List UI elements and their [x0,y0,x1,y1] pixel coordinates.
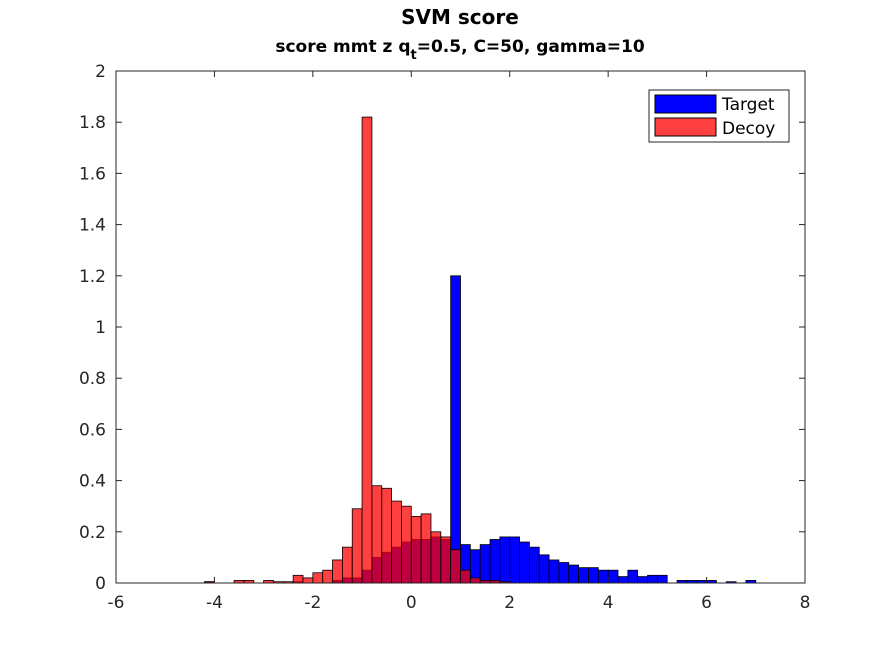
bar-target [519,541,530,584]
legend-label-target: Target [721,95,775,115]
bar-target [509,536,520,584]
bar-target [637,576,648,584]
bar-target [479,544,491,584]
bar-target [588,567,599,584]
bar-decoy [312,572,324,584]
bar-decoy [410,516,422,584]
bar-target [548,559,560,584]
bar-decoy [341,546,353,584]
chart-subtitle-suffix: =0.5, C=50, gamma=10 [417,37,645,57]
y-tick-label: 1.2 [79,267,106,287]
x-tick-label: 4 [603,593,614,613]
legend-swatch-target [654,94,717,114]
bar-target [450,275,461,584]
y-tick-label: 0.2 [79,523,106,543]
bar-target [568,564,580,584]
chart-subtitle: score mmt z qt=0.5, C=50, gamma=10 [275,37,644,63]
bar-decoy [322,569,333,584]
bar-target [578,567,589,584]
bar-decoy [469,577,481,584]
x-tick-label: 6 [701,593,712,613]
y-tick-label: 0.6 [79,420,106,440]
x-tick-label: -4 [206,593,223,613]
bar-decoy [460,569,471,584]
bar-target [489,539,501,584]
bar-decoy [391,500,402,584]
bar-target [558,562,570,584]
axis-ticks: -6 -4 -2 0 2 4 6 8 0 0.2 0.4 0.6 0.8 1 1.2 1.4 1.6 1.8 2 [79,62,810,613]
bar-target [529,546,540,584]
y-tick-label: 1.6 [79,164,106,184]
chart-subtitle-prefix: score mmt z q [275,37,410,57]
x-tick-label: 8 [800,593,811,613]
bar-decoy [302,577,314,584]
bar-decoy [440,536,452,584]
bar-decoy [361,116,373,584]
bar-target [656,574,668,584]
bar-decoy [292,574,304,584]
bar-target [597,569,609,584]
legend-label-decoy: Decoy [722,119,775,139]
chart-subtitle-subscript: t [411,48,417,63]
y-tick-label: 0 [95,574,106,594]
bar-target [538,554,550,584]
y-tick-label: 1.8 [79,113,106,133]
bar-decoy [371,485,383,584]
x-tick-label: -6 [108,593,125,613]
bar-decoy [351,508,363,584]
bar-decoy [381,487,393,584]
bar-target [627,569,639,584]
bar-decoy [401,505,412,584]
bar-decoy [420,513,432,584]
bar-decoy [430,531,442,584]
bar-target [647,574,658,584]
x-tick-label: 0 [406,593,417,613]
legend: Target Decoy [648,89,790,143]
y-tick-label: 0.8 [79,369,106,389]
y-tick-label: 1.4 [79,216,106,236]
bar-decoy [332,559,343,584]
series-decoy [204,116,511,584]
bar-decoy [450,549,461,584]
x-tick-label: 2 [504,593,515,613]
bar-target [607,569,619,584]
y-tick-label: 0.4 [79,472,106,492]
x-tick-label: -2 [304,593,321,613]
bar-target [617,576,629,584]
bar-target [499,536,511,584]
legend-swatch-decoy [654,117,717,137]
y-tick-label: 1 [95,318,106,338]
y-tick-label: 2 [95,62,106,82]
chart-title: SVM score [401,5,519,29]
